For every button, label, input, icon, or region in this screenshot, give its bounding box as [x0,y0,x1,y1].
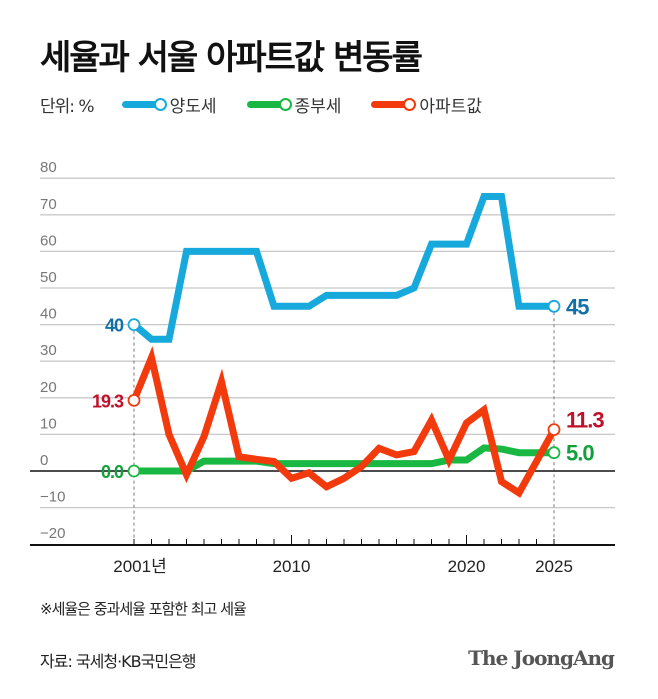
source: 자료: 국세청·KB국민은행 [40,652,197,671]
publisher-logo: The JoongAng [468,646,615,670]
x-tick-label: 2010 [273,557,311,576]
start-point-marker [127,393,141,407]
legend-item-apartment-price: 아파트값 [371,92,482,117]
legend-item-property-tax: 종부세 [246,92,342,117]
y-tick-label: −10 [40,489,65,506]
legend-dot-icon [278,98,292,111]
y-tick-label: 50 [40,269,57,286]
unit-label: 단위: % [40,97,95,117]
legend-dot-icon [403,98,417,111]
y-tick-label: 10 [40,415,57,432]
start-value-label: 40 [105,316,124,336]
y-tick-label: 20 [40,379,57,396]
y-tick-label: 60 [40,232,57,249]
legend-label: 아파트값 [419,97,482,117]
y-tick-label: 0 [40,452,48,469]
footnote: ※세율은 중과세율 포함한 최고 세율 [40,600,247,618]
y-tick-label: 40 [40,306,57,323]
x-tick-label: 2001년 [113,557,166,576]
end-point-marker [547,446,561,460]
legend-line-icon [246,101,283,108]
y-tick-label: 80 [40,159,57,176]
chart-title: 세율과 서울 아파트값 변동률 [40,38,423,78]
end-point-marker [547,299,561,313]
start-point-marker [127,318,141,332]
legend-dot-icon [153,98,167,111]
series-line-3 [130,345,558,498]
legend-label: 종부세 [294,97,342,117]
start-value-label: 0.0 [101,462,124,482]
end-value-label: 45 [566,294,589,319]
series-line-1 [131,193,554,343]
x-tick-label: 2020 [448,557,486,576]
legend: 단위: % 양도세 종부세 아파트값 [40,92,512,117]
end-value-label: 5.0 [566,441,594,466]
end-point-marker [547,423,561,437]
y-tick-label: 70 [40,196,57,213]
legend-line-icon [121,101,158,108]
x-tick-label: 2025 [535,557,573,576]
series-line-2 [134,444,554,475]
legend-label: 양도세 [169,97,217,117]
legend-item-transfer-tax: 양도세 [121,92,217,117]
end-value-label: 11.3 [566,408,604,433]
start-value-label: 19.3 [92,391,124,411]
start-point-marker [127,464,141,478]
y-tick-label: −20 [40,525,65,542]
y-tick-label: 30 [40,342,57,359]
legend-line-icon [371,101,408,108]
